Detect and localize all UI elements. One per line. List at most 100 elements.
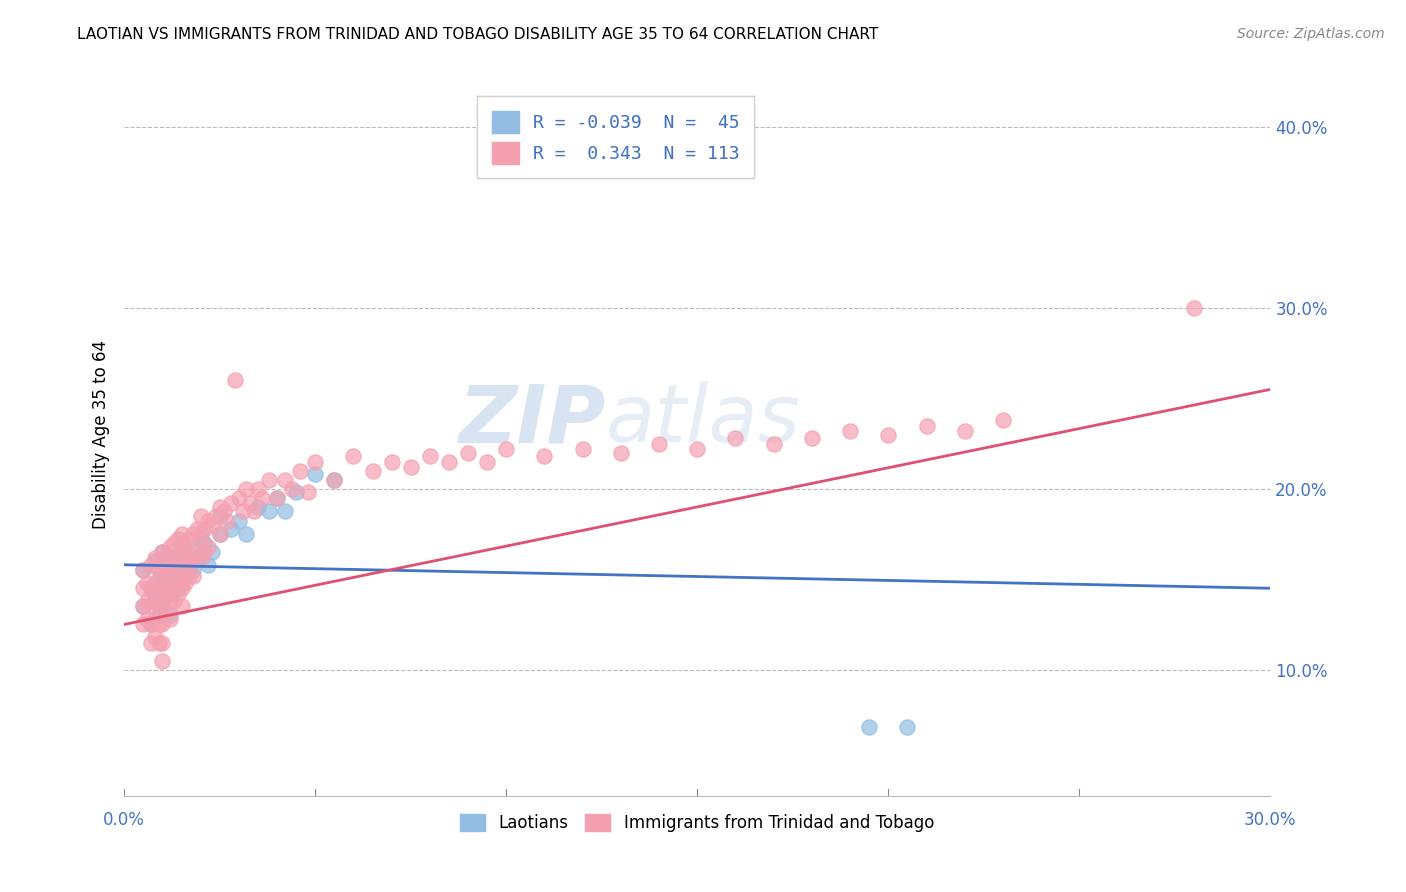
- Point: [1182, 301, 1205, 315]
- Point: [170, 575, 193, 590]
- Point: [208, 508, 231, 523]
- Point: [288, 464, 311, 478]
- Point: [212, 503, 235, 517]
- Point: [159, 558, 181, 572]
- Point: [170, 582, 193, 596]
- Point: [148, 608, 170, 623]
- Point: [143, 630, 166, 644]
- Point: [152, 545, 174, 559]
- Point: [163, 536, 186, 550]
- Y-axis label: Disability Age 35 to 64: Disability Age 35 to 64: [93, 340, 110, 529]
- Point: [323, 473, 346, 487]
- Point: [143, 575, 166, 590]
- Point: [132, 599, 155, 614]
- Point: [361, 464, 384, 478]
- Point: [232, 503, 254, 517]
- Point: [273, 473, 295, 487]
- Point: [148, 563, 170, 577]
- Point: [266, 491, 288, 505]
- Point: [181, 540, 204, 554]
- Point: [166, 563, 188, 577]
- Point: [155, 550, 177, 565]
- Point: [152, 617, 174, 632]
- Point: [896, 721, 918, 735]
- Point: [495, 442, 517, 456]
- Point: [533, 450, 555, 464]
- Point: [800, 431, 823, 445]
- Point: [915, 418, 938, 433]
- Point: [152, 563, 174, 577]
- Point: [475, 455, 498, 469]
- Point: [155, 568, 177, 582]
- Point: [174, 545, 197, 559]
- Point: [991, 413, 1014, 427]
- Point: [419, 450, 441, 464]
- Point: [136, 612, 159, 626]
- Point: [342, 450, 364, 464]
- Point: [208, 527, 231, 541]
- Point: [877, 427, 900, 442]
- Point: [437, 455, 460, 469]
- Point: [648, 436, 671, 450]
- Point: [152, 594, 174, 608]
- Point: [186, 522, 208, 536]
- Point: [205, 508, 228, 523]
- Point: [159, 608, 181, 623]
- Text: ZIP: ZIP: [458, 381, 606, 459]
- Point: [243, 503, 266, 517]
- Point: [163, 594, 186, 608]
- Point: [193, 545, 215, 559]
- Point: [186, 550, 208, 565]
- Point: [143, 612, 166, 626]
- Point: [201, 545, 224, 559]
- Point: [323, 473, 346, 487]
- Point: [190, 550, 212, 565]
- Text: 0.0%: 0.0%: [103, 811, 145, 829]
- Point: [297, 485, 319, 500]
- Point: [197, 558, 219, 572]
- Point: [132, 617, 155, 632]
- Point: [166, 582, 188, 596]
- Point: [163, 575, 186, 590]
- Point: [610, 445, 633, 459]
- Point: [132, 563, 155, 577]
- Point: [159, 587, 181, 601]
- Point: [190, 527, 212, 541]
- Point: [190, 550, 212, 565]
- Point: [181, 563, 204, 577]
- Point: [304, 455, 326, 469]
- Point: [281, 482, 304, 496]
- Point: [273, 503, 295, 517]
- Point: [208, 527, 231, 541]
- Point: [152, 582, 174, 596]
- Point: [159, 575, 181, 590]
- Point: [139, 582, 162, 596]
- Point: [159, 540, 181, 554]
- Point: [246, 482, 269, 496]
- Point: [174, 575, 197, 590]
- Point: [170, 563, 193, 577]
- Point: [148, 617, 170, 632]
- Point: [170, 599, 193, 614]
- Point: [136, 575, 159, 590]
- Point: [163, 558, 186, 572]
- Point: [953, 424, 976, 438]
- Point: [181, 550, 204, 565]
- Point: [839, 424, 862, 438]
- Point: [132, 563, 155, 577]
- Text: atlas: atlas: [606, 381, 800, 459]
- Point: [166, 550, 188, 565]
- Point: [219, 496, 242, 510]
- Point: [132, 599, 155, 614]
- Point: [193, 536, 215, 550]
- Point: [170, 527, 193, 541]
- Point: [190, 533, 212, 547]
- Point: [250, 491, 273, 505]
- Point: [170, 536, 193, 550]
- Point: [193, 522, 215, 536]
- Point: [139, 558, 162, 572]
- Point: [266, 491, 288, 505]
- Point: [174, 558, 197, 572]
- Point: [179, 550, 201, 565]
- Point: [858, 721, 880, 735]
